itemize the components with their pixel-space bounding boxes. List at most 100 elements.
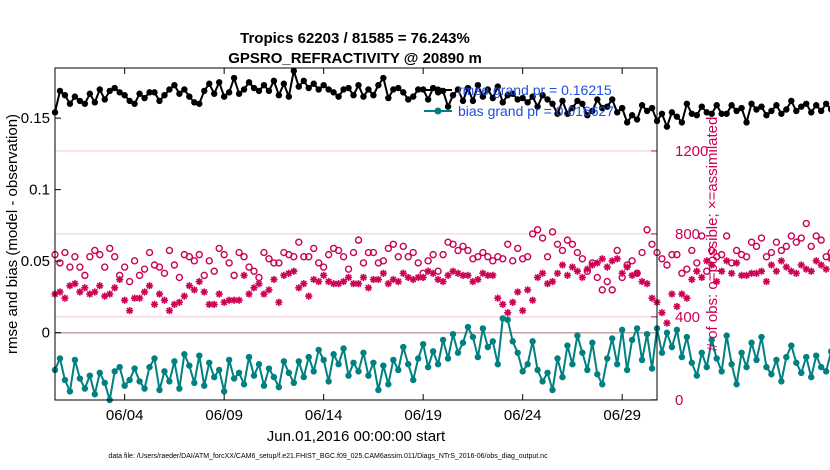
rmse-point — [574, 97, 581, 105]
bias-point — [86, 372, 94, 379]
obs-possible-point — [384, 244, 393, 253]
obs-possible-point — [265, 255, 273, 263]
obs-assimilated-point — [76, 288, 84, 296]
obs-assimilated-point — [514, 288, 522, 296]
bias-point — [698, 349, 705, 356]
obs-assimilated-point — [663, 319, 671, 327]
obs-assimilated-point — [504, 309, 512, 317]
rmse-point — [748, 100, 755, 107]
rmse-point — [385, 94, 392, 102]
bias-point — [375, 386, 382, 394]
rmse-point — [320, 81, 327, 89]
obs-assimilated-point — [150, 300, 159, 309]
bias-point — [414, 355, 422, 362]
bias-point — [768, 371, 775, 378]
obs-assimilated-point — [553, 269, 562, 277]
bias-point — [723, 332, 730, 339]
obs-assimilated-point — [419, 273, 427, 282]
obs-possible-point — [693, 259, 701, 267]
bias-point — [360, 349, 367, 356]
bias-point — [66, 388, 74, 395]
rmse-point — [240, 86, 248, 93]
obs-possible-point — [235, 248, 243, 257]
obs-assimilated-point — [713, 277, 721, 286]
bias-point — [410, 376, 417, 384]
bias-point — [514, 349, 521, 356]
obs-assimilated-point — [519, 307, 527, 315]
obs-possible-point — [339, 253, 348, 261]
obs-assimilated-point — [185, 282, 193, 290]
rmse-point — [464, 84, 472, 92]
obs-possible-point — [240, 253, 248, 261]
bias-point — [141, 385, 148, 392]
rmse-point — [469, 97, 477, 105]
bias-point — [434, 361, 442, 368]
bias-point — [574, 332, 581, 339]
rmse-point — [773, 102, 780, 109]
bias-point — [245, 353, 253, 361]
rmse-point — [325, 86, 332, 93]
rmse-point — [813, 102, 820, 109]
x-axis-label: Jun.01,2016 00:00:00 start — [267, 428, 446, 445]
obs-possible-point — [160, 269, 169, 277]
rmse-point — [544, 96, 551, 103]
rmse-point — [245, 79, 253, 86]
rmse-point — [300, 77, 307, 85]
bias-point — [419, 340, 427, 348]
obs-possible-point — [762, 253, 771, 261]
obs-assimilated-point — [215, 290, 223, 298]
obs-assimilated-point — [812, 257, 820, 265]
obs-possible-point — [86, 253, 94, 261]
bias-point — [71, 356, 79, 364]
rmse-point — [405, 96, 412, 103]
rmse-point — [817, 107, 825, 115]
obs-possible-point — [797, 234, 805, 242]
bias-point — [121, 382, 128, 389]
bias-point — [325, 378, 332, 385]
y-right-tick-label: 400 — [675, 309, 700, 326]
bias-point — [544, 369, 551, 377]
bias-point — [345, 372, 352, 379]
rmse-point — [220, 93, 228, 100]
obs-possible-point — [767, 248, 776, 257]
bias-point — [215, 366, 223, 374]
rmse-point — [609, 96, 616, 103]
rmse-point — [693, 112, 701, 119]
obs-possible-point — [130, 257, 139, 265]
obs-assimilated-point — [529, 296, 537, 304]
obs-possible-point — [101, 263, 109, 271]
bias-point — [748, 339, 755, 346]
bias-point — [673, 326, 681, 334]
rmse-point — [81, 100, 89, 107]
rmse-point — [549, 100, 556, 107]
rmse-point — [738, 104, 745, 112]
obs-possible-point — [120, 263, 129, 271]
rmse-point — [71, 93, 79, 100]
rmse-point — [340, 86, 347, 93]
obs-assimilated-point — [180, 292, 188, 300]
y-axis-right-label: # of obs: o=possible; ×=assimilated — [704, 117, 721, 352]
rmse-point — [534, 103, 541, 110]
obs-possible-point — [354, 236, 363, 244]
obs-assimilated-point — [782, 263, 790, 271]
series-obs-possible — [51, 219, 830, 294]
bias-point — [235, 369, 243, 377]
obs-possible-point — [479, 248, 487, 257]
obs-assimilated-point — [344, 273, 353, 282]
obs-possible-point — [195, 250, 203, 259]
bias-point — [424, 363, 432, 371]
bias-point — [793, 359, 800, 366]
obs-assimilated-point — [797, 261, 805, 269]
rmse-point — [156, 97, 163, 105]
rmse-point — [126, 97, 133, 105]
bias-point — [91, 391, 99, 398]
obs-assimilated-point — [305, 292, 313, 300]
bias-point — [718, 368, 725, 375]
obs-possible-point — [414, 259, 422, 267]
obs-possible-point — [349, 248, 358, 257]
obs-assimilated-point — [379, 269, 387, 277]
rmse-point — [798, 103, 805, 110]
data-layer — [51, 67, 830, 404]
bias-point — [484, 343, 492, 351]
obs-assimilated-point — [658, 309, 666, 317]
